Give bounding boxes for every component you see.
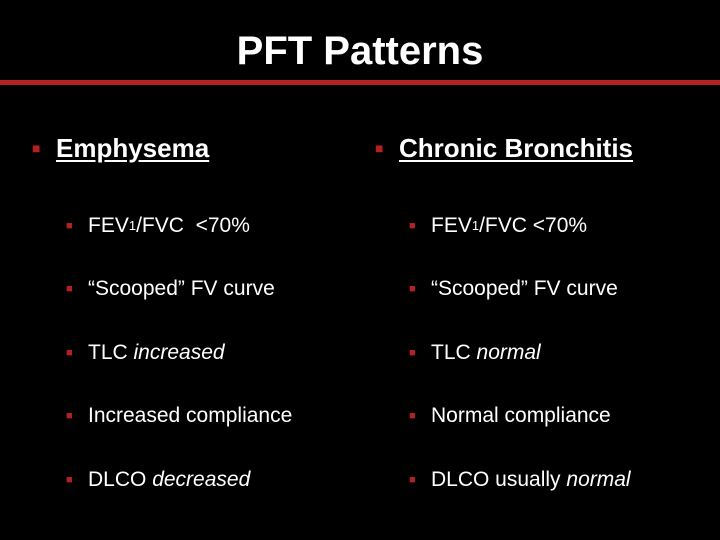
item-text-suffix: /FVC <70% — [136, 213, 250, 237]
item-subscript: 1 — [471, 218, 480, 234]
item-text: “Scooped” FV curve — [88, 277, 275, 301]
item-emphasis: normal — [566, 467, 631, 491]
square-bullet-icon: ■ — [375, 140, 384, 156]
square-bullet-icon: ■ — [66, 283, 73, 296]
square-bullet-icon: ■ — [409, 410, 416, 423]
square-bullet-icon: ■ — [409, 219, 416, 232]
list-item: ■ FEV 1/FVC <70% — [409, 194, 715, 258]
item-text: TLC — [88, 340, 134, 364]
list-item: ■ Increased compliance — [66, 385, 352, 449]
item-text: FEV — [431, 213, 472, 237]
item-text-suffix: /FVC <70% — [479, 213, 588, 237]
item-subscript: 1 — [128, 218, 137, 234]
list-item: ■ FEV 1/FVC <70% — [66, 194, 352, 258]
bullet-list: ■ FEV 1/FVC <70% ■ “Scooped” FV curve ■ T… — [32, 194, 352, 512]
item-text: Increased compliance — [88, 404, 293, 428]
item-text: “Scooped” FV curve — [431, 277, 618, 301]
title-divider — [0, 80, 720, 85]
bullet-list: ■ FEV 1/FVC <70% ■ “Scooped” FV curve ■ T… — [375, 194, 715, 512]
list-item: ■ DLCO usually normal — [409, 448, 715, 512]
column-heading: ■ Emphysema — [32, 130, 352, 166]
column-emphysema: ■ Emphysema ■ FEV 1/FVC <70% ■ “Scooped” … — [32, 130, 352, 512]
item-emphasis: decreased — [152, 467, 251, 491]
square-bullet-icon: ■ — [409, 346, 416, 359]
square-bullet-icon: ■ — [409, 283, 416, 296]
square-bullet-icon: ■ — [66, 473, 73, 486]
column-heading: ■ Chronic Bronchitis — [375, 130, 715, 166]
item-text: Normal compliance — [431, 404, 611, 428]
item-text: FEV — [88, 213, 129, 237]
list-item: ■ TLC normal — [409, 321, 715, 385]
list-item: ■ DLCO decreased — [66, 448, 352, 512]
list-item: ■ “Scooped” FV curve — [409, 258, 715, 322]
heading-text: Chronic Bronchitis — [399, 132, 634, 163]
item-text: DLCO usually — [431, 467, 567, 491]
column-chronic-bronchitis: ■ Chronic Bronchitis ■ FEV 1/FVC <70% ■ “… — [375, 130, 715, 512]
square-bullet-icon: ■ — [32, 140, 41, 156]
item-text: DLCO — [88, 467, 153, 491]
heading-text: Emphysema — [56, 132, 210, 163]
square-bullet-icon: ■ — [409, 473, 416, 486]
square-bullet-icon: ■ — [66, 219, 73, 232]
list-item: ■ Normal compliance — [409, 385, 715, 449]
item-emphasis: normal — [476, 340, 541, 364]
list-item: ■ TLC increased — [66, 321, 352, 385]
square-bullet-icon: ■ — [66, 346, 73, 359]
square-bullet-icon: ■ — [66, 410, 73, 423]
item-text: TLC — [431, 340, 477, 364]
item-emphasis: increased — [133, 340, 225, 364]
slide-title: PFT Patterns — [236, 29, 484, 73]
list-item: ■ “Scooped” FV curve — [66, 258, 352, 322]
